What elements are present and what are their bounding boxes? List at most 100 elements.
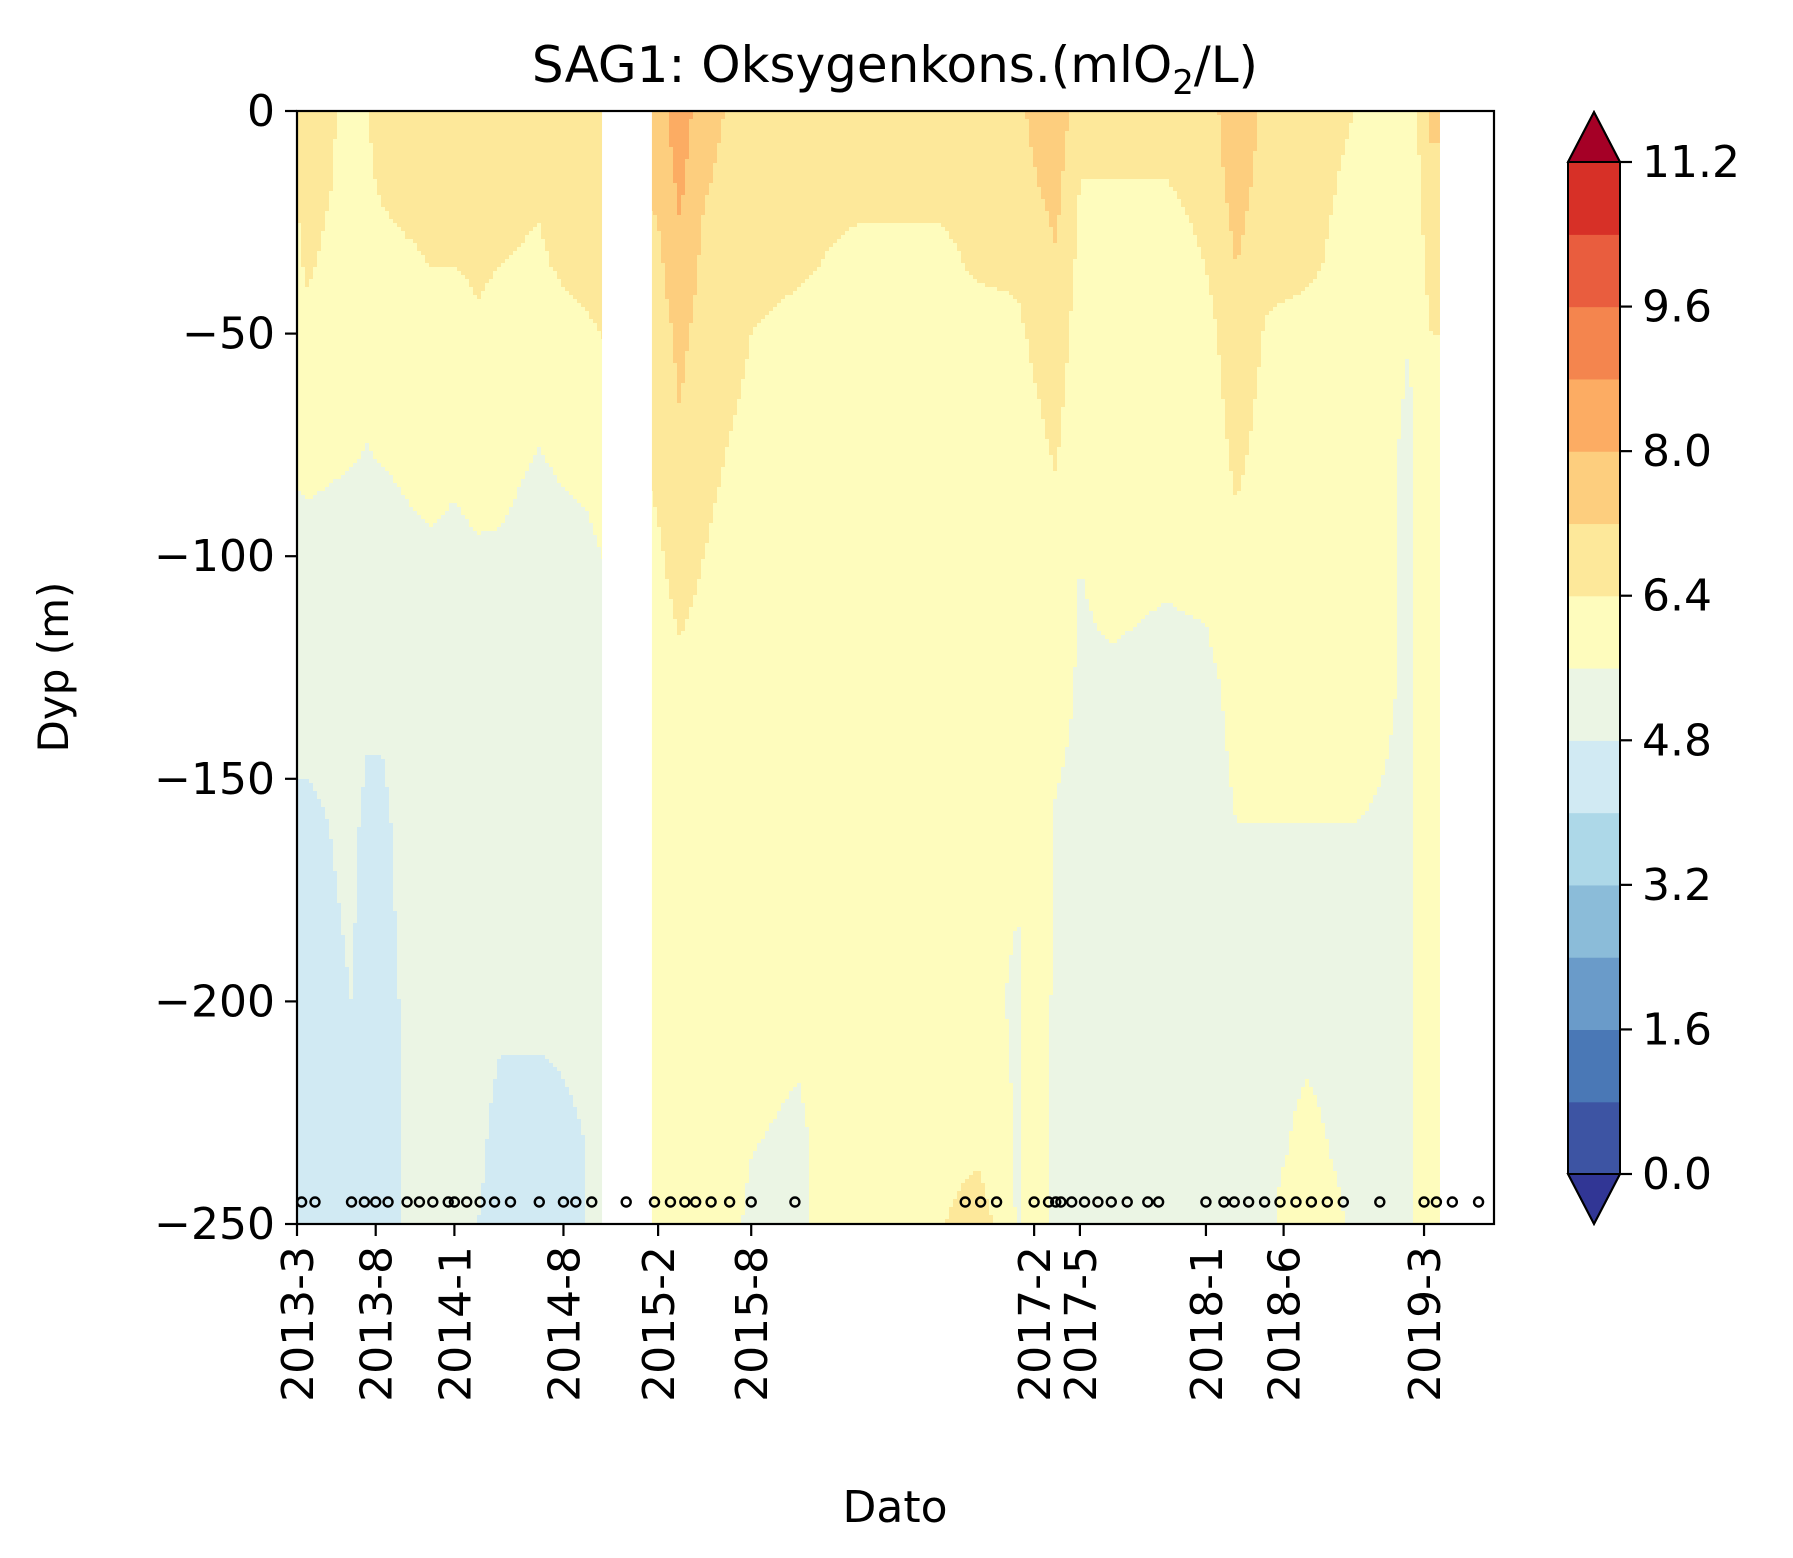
heat-cell	[321, 939, 326, 944]
heat-cell	[317, 999, 322, 1004]
heat-cell	[317, 715, 322, 720]
heat-cell	[309, 491, 314, 496]
heat-cell	[317, 331, 322, 336]
heat-cell	[313, 767, 318, 772]
heat-cell	[317, 1003, 322, 1008]
heat-cell	[301, 1099, 306, 1104]
heat-cell	[301, 815, 306, 820]
heat-cell	[301, 219, 306, 224]
heat-cell	[309, 123, 314, 128]
heat-cell	[321, 219, 326, 224]
heat-cell	[313, 723, 318, 728]
heat-cell	[317, 259, 322, 264]
heat-cell	[305, 927, 310, 932]
heat-cell	[305, 227, 310, 232]
heat-cell	[317, 1191, 322, 1196]
heat-cell	[317, 355, 322, 360]
heat-cell	[309, 403, 314, 408]
heat-cell	[305, 515, 310, 520]
heat-cell	[321, 855, 326, 860]
heat-cell	[301, 663, 306, 668]
heat-cell	[305, 1047, 310, 1052]
heat-cell	[305, 1027, 310, 1032]
heat-cell	[313, 1079, 318, 1084]
heat-cell	[301, 647, 306, 652]
heat-cell	[321, 339, 326, 344]
heat-cell	[313, 335, 318, 340]
heat-cell	[313, 503, 318, 508]
heat-cell	[313, 691, 318, 696]
heat-cell	[301, 1163, 306, 1168]
heat-cell	[321, 1095, 326, 1100]
heat-cell	[305, 895, 310, 900]
heat-cell	[309, 1063, 314, 1068]
heat-cell	[317, 527, 322, 532]
heat-cell	[313, 451, 318, 456]
heat-cell	[317, 159, 322, 164]
heat-cell	[317, 415, 322, 420]
heat-cell	[305, 903, 310, 908]
heat-cell	[321, 383, 326, 388]
heat-cell	[321, 391, 326, 396]
heat-cell	[301, 167, 306, 172]
heat-cell	[305, 875, 310, 880]
heat-cell	[309, 1015, 314, 1020]
heat-cell	[305, 679, 310, 684]
heat-cell	[321, 179, 326, 184]
heat-cell	[305, 659, 310, 664]
heat-cell	[309, 231, 314, 236]
heat-cell	[325, 475, 330, 480]
heat-cell	[321, 899, 326, 904]
heat-cell	[301, 879, 306, 884]
heat-cell	[321, 647, 326, 652]
heat-cell	[305, 803, 310, 808]
heat-cell	[313, 891, 318, 896]
heat-cell	[309, 635, 314, 640]
heat-cell	[305, 479, 310, 484]
heat-cell	[305, 179, 310, 184]
heat-cell	[309, 775, 314, 780]
heat-cell	[313, 1151, 318, 1156]
heat-cell	[309, 823, 314, 828]
heat-cell	[317, 279, 322, 284]
heat-cell	[309, 519, 314, 524]
heat-cell	[305, 907, 310, 912]
heat-cell	[321, 119, 326, 124]
heat-cell	[313, 587, 318, 592]
heat-cell	[321, 927, 326, 932]
heat-cell	[317, 1011, 322, 1016]
heat-cell	[321, 551, 326, 556]
heat-cell	[309, 407, 314, 412]
heat-cell	[301, 727, 306, 732]
heat-cell	[313, 823, 318, 828]
heat-cell	[301, 119, 306, 124]
heat-cell	[309, 159, 314, 164]
heat-cell	[305, 919, 310, 924]
heat-cell	[305, 203, 310, 208]
heat-cell	[313, 263, 318, 268]
heat-cell	[317, 611, 322, 616]
heat-cell	[313, 459, 318, 464]
heat-cell	[305, 1059, 310, 1064]
heat-cell	[317, 1087, 322, 1092]
heat-cell	[317, 627, 322, 632]
heat-cell	[317, 187, 322, 192]
heat-cell	[309, 799, 314, 804]
heat-cell	[325, 603, 330, 608]
heat-cell	[321, 963, 326, 968]
heat-cell	[317, 371, 322, 376]
heat-cell	[301, 955, 306, 960]
heat-cell	[309, 383, 314, 388]
heat-cell	[309, 331, 314, 336]
heat-cell	[321, 619, 326, 624]
heat-cell	[317, 135, 322, 140]
heat-cell	[321, 419, 326, 424]
heat-cell	[305, 611, 310, 616]
heat-cell	[321, 1087, 326, 1092]
heat-cell	[309, 1051, 314, 1056]
heat-cell	[321, 463, 326, 468]
heat-cell	[313, 195, 318, 200]
heat-cell	[321, 1091, 326, 1096]
heat-cell	[321, 659, 326, 664]
heat-cell	[309, 1035, 314, 1040]
